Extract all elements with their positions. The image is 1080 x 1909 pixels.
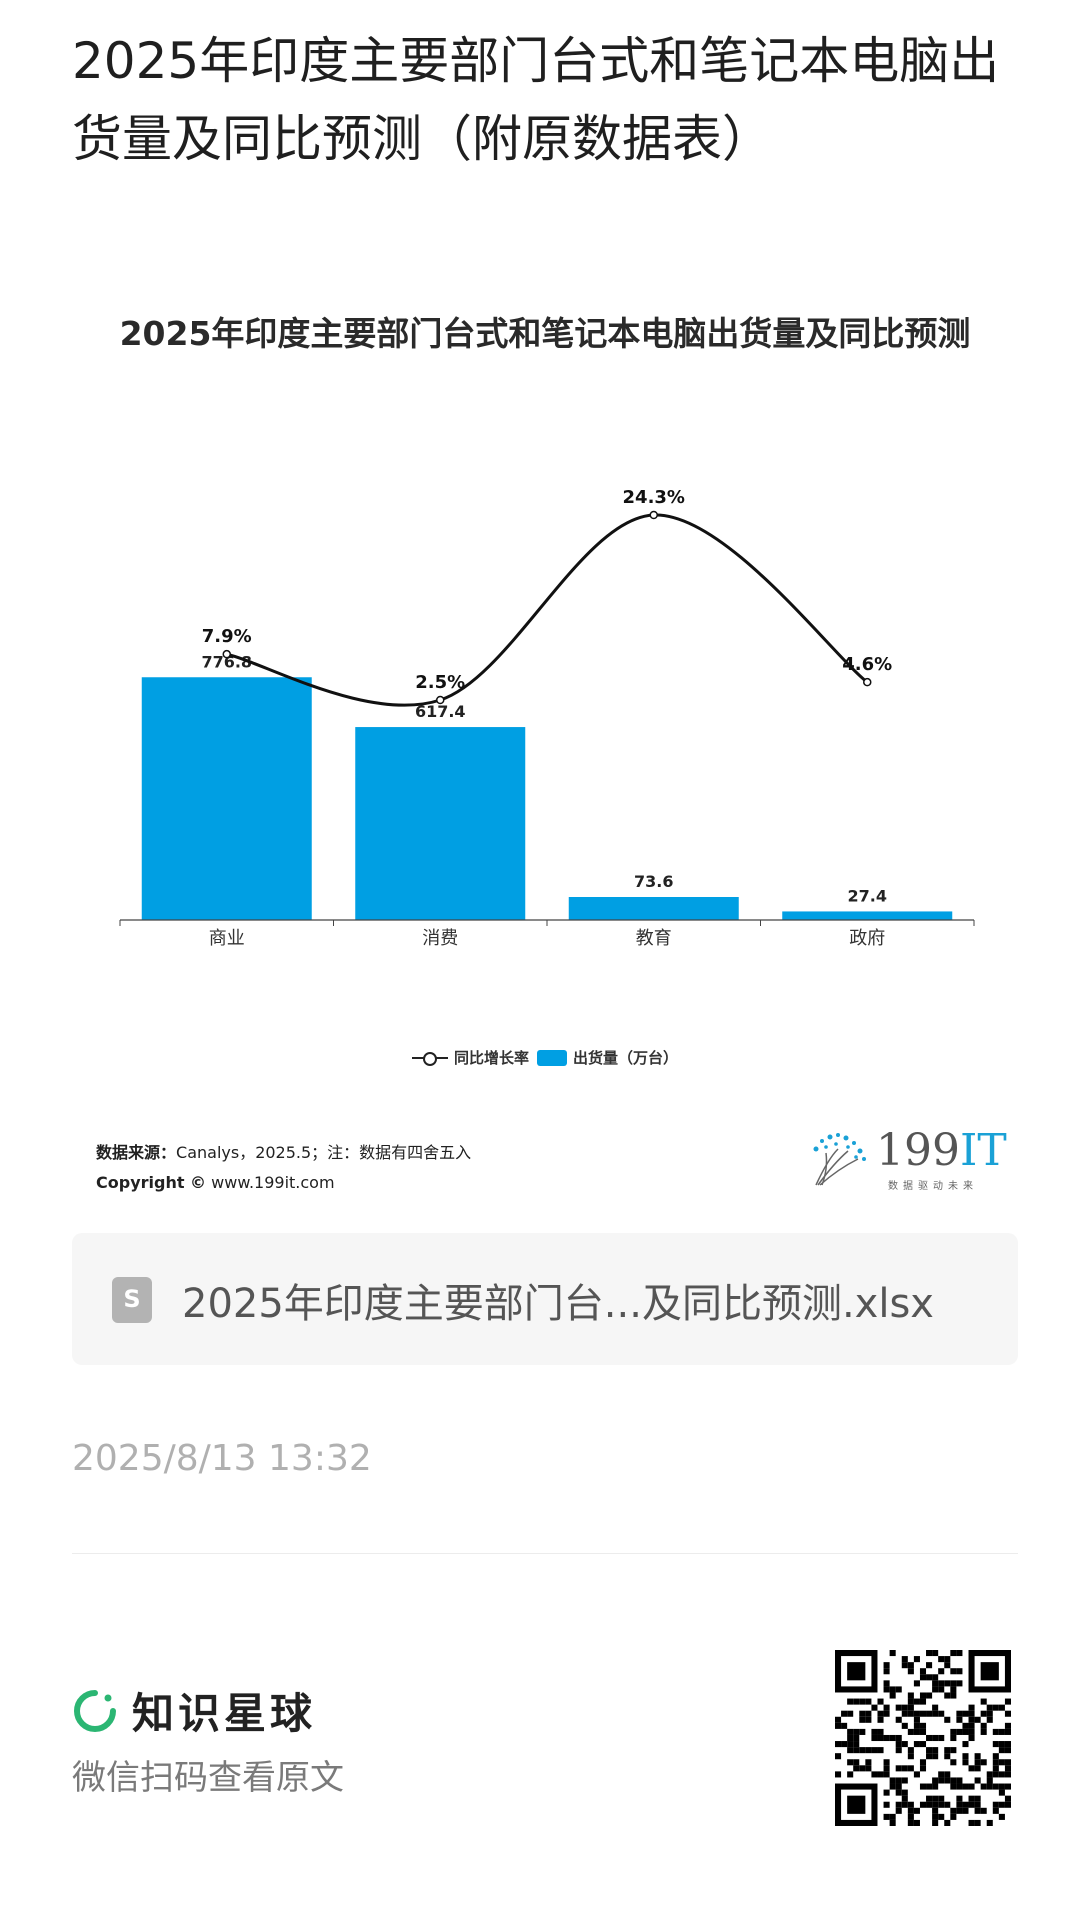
- copyright-text: www.199it.com: [211, 1173, 335, 1192]
- growth-value-label: 24.3%: [623, 487, 685, 508]
- growth-value-label: 2.5%: [415, 672, 465, 693]
- spreadsheet-file-icon: [112, 1277, 152, 1323]
- x-tick-label: 商业: [209, 928, 245, 949]
- growth-value-label: 7.9%: [202, 626, 252, 647]
- source-label: 数据来源：: [96, 1143, 177, 1162]
- attachment-filename: 2025年印度主要部门台...及同比预测.xlsx: [182, 1281, 934, 1327]
- legend-item-shipments: 出货量（万台）: [537, 1047, 678, 1068]
- post-title: 2025年印度主要部门台式和笔记本电脑出货量及同比预测（附原数据表）: [72, 32, 1000, 168]
- growth-line: [226, 513, 869, 707]
- bar-3: [782, 911, 953, 920]
- qr-code[interactable]: [835, 1650, 1011, 1826]
- x-tick-label: 消费: [422, 928, 458, 949]
- logo-wordmark: 199IT: [876, 1125, 1007, 1176]
- scan-hint: 微信扫码查看原文: [72, 1758, 344, 1798]
- chart-card: 2025年印度主要部门台式和笔记本电脑出货量及同比预测 776.8 商业 617.4…: [72, 285, 1018, 1215]
- growth-point: [649, 510, 658, 520]
- growth-point: [863, 677, 872, 687]
- bar-value-label: 73.6: [634, 872, 673, 891]
- line-marker-icon: [411, 1050, 448, 1066]
- growth-point: [222, 649, 231, 659]
- x-tick-label: 教育: [636, 928, 672, 949]
- bar-2: [568, 897, 739, 920]
- dandelion-icon: [813, 1133, 866, 1186]
- chart-title: 2025年印度主要部门台式和笔记本电脑出货量及同比预测: [119, 314, 971, 353]
- legend-label-growth: 同比增长率: [453, 1049, 529, 1067]
- x-tick-label: 政府: [849, 928, 885, 949]
- source-note: 数据来源：Canalys，2025.5；注：数据有四舍五入 Copyright …: [96, 1138, 471, 1198]
- divider: [72, 1553, 1018, 1554]
- growth-point: [436, 695, 445, 705]
- attachment-card[interactable]: 2025年印度主要部门台...及同比预测.xlsx: [72, 1233, 1018, 1365]
- bar-0: [141, 677, 312, 920]
- legend-label-shipments: 出货量（万台）: [573, 1049, 679, 1067]
- brand-name: 知识星球: [132, 1689, 317, 1738]
- legend-item-growth: 同比增长率: [411, 1047, 529, 1068]
- bar-value-label: 27.4: [848, 886, 887, 905]
- logo-tagline: 数据驱动未来: [888, 1181, 978, 1192]
- zsxq-logo-icon: [74, 1689, 116, 1732]
- post-timestamp: 2025/8/13 13:32: [72, 1438, 372, 1479]
- bar-swatch-icon: [537, 1049, 567, 1066]
- chart-legend: 同比增长率 出货量（万台）: [72, 1047, 1018, 1068]
- copyright-label: Copyright ©: [96, 1173, 207, 1192]
- bar-1: [355, 727, 526, 920]
- 199it-logo: 199IT 数据驱动未来: [808, 1125, 1008, 1197]
- growth-value-label: 4.6%: [842, 654, 892, 675]
- bar-value-label: 617.4: [415, 702, 466, 721]
- brand: 知识星球: [72, 1680, 316, 1741]
- source-text: Canalys，2025.5；注：数据有四舍五入: [176, 1143, 472, 1162]
- chart-plot: 776.8商业617.4消费73.6教育27.4政府7.9%2.5%24.3%4…: [119, 487, 975, 949]
